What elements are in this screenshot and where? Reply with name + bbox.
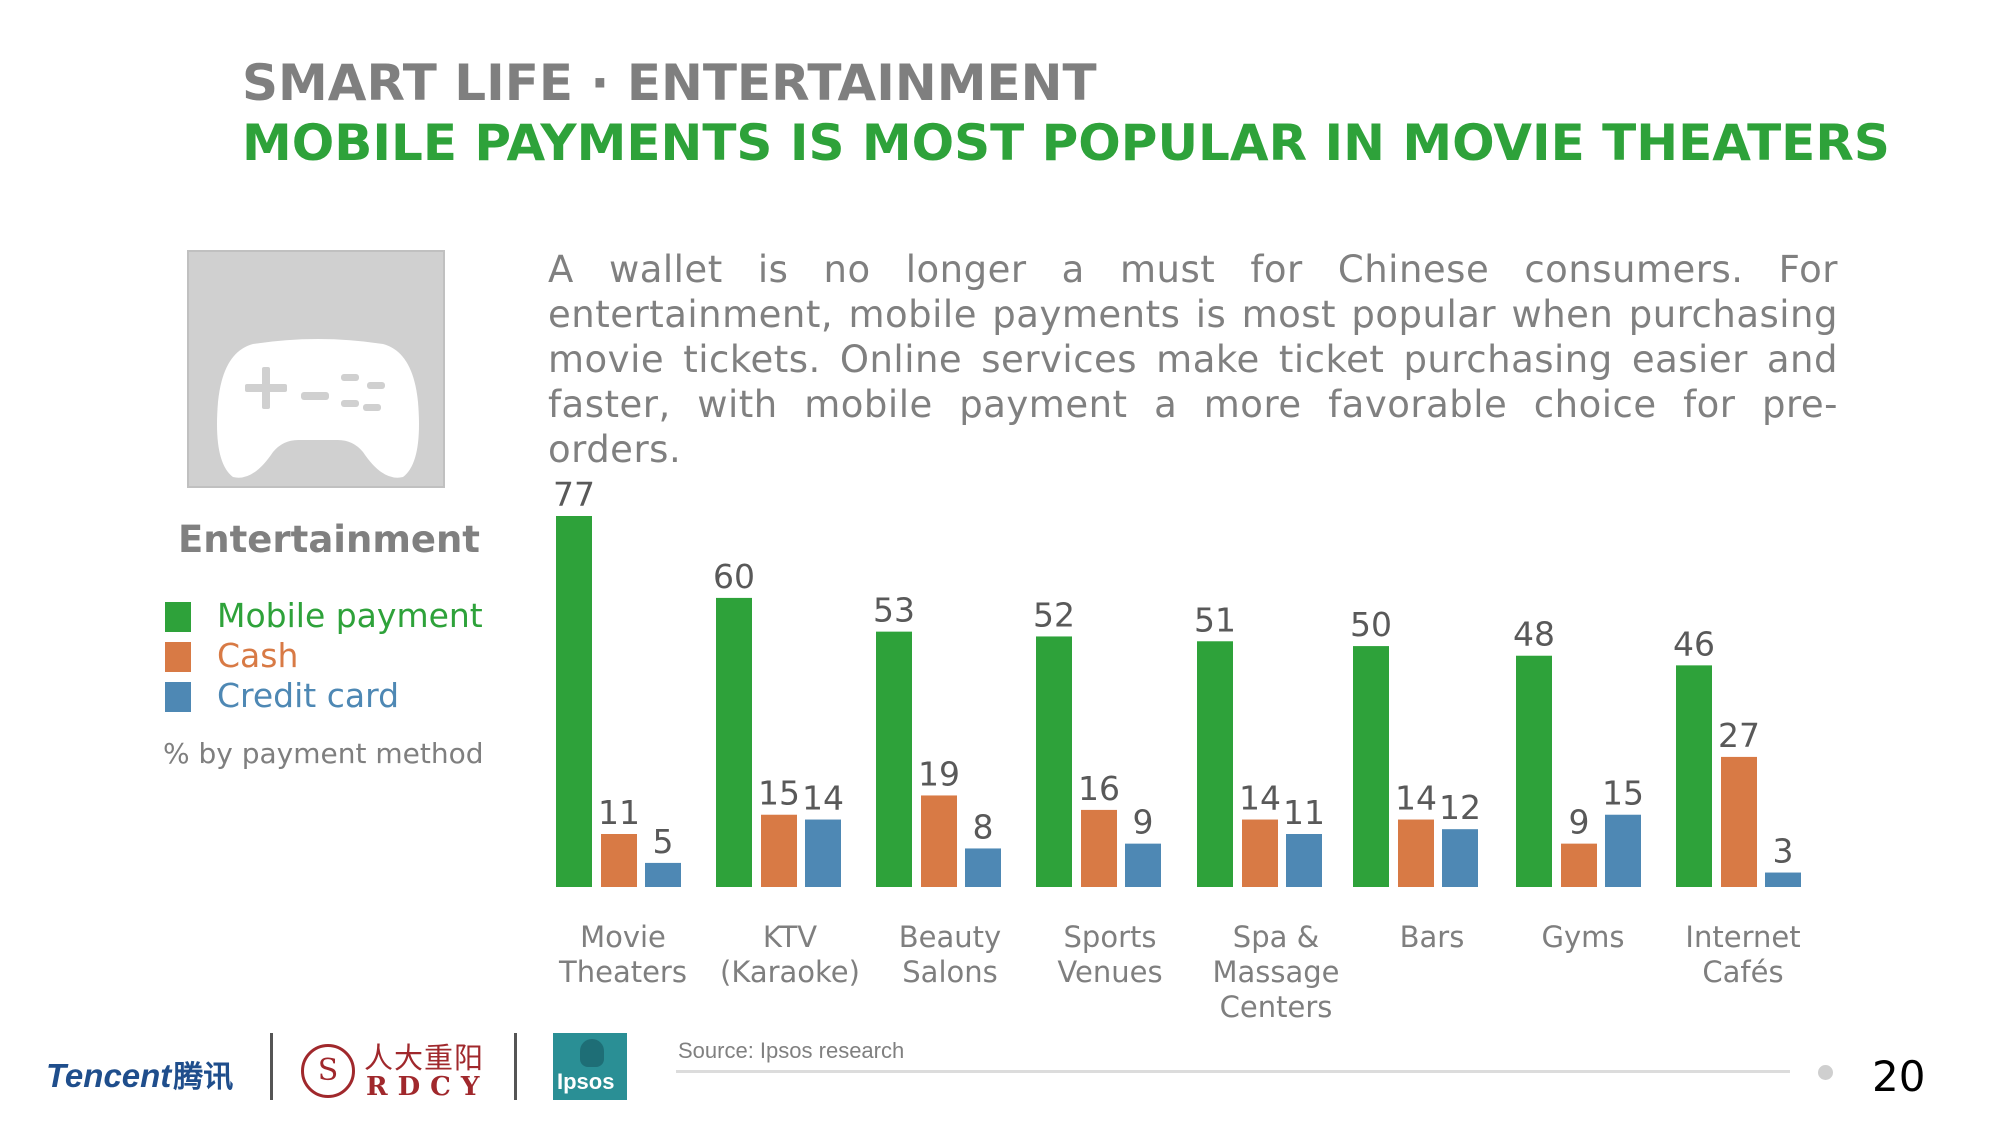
legend-swatch-cash xyxy=(165,642,191,672)
data-label-mobile-payment: 53 xyxy=(873,591,915,630)
tencent-logo-text: Tencent xyxy=(46,1057,172,1094)
category-label: Movie Theaters xyxy=(558,920,687,989)
bar-chart: 77 60 53 52 51 50 48 46 11 15 19 16 14 14 9 27 5 14 8 9 11 12… xyxy=(553,475,1801,1024)
rdcy-logo-cn: 人大重阳 xyxy=(364,1041,485,1075)
legend-label-credit-card: Credit card xyxy=(217,676,400,715)
data-label-mobile-payment: 52 xyxy=(1033,595,1075,634)
data-label-cash: 11 xyxy=(598,793,640,832)
description-text: A wallet is no longer a must for Chinese… xyxy=(548,248,1838,471)
data-label-cash: 9 xyxy=(1569,803,1590,842)
ipsos-logo-text: Ipsos xyxy=(557,1069,615,1094)
logo-divider xyxy=(514,1033,517,1100)
bar-mobile-payment xyxy=(556,516,592,887)
bar-mobile-payment xyxy=(1676,665,1712,887)
bar-cash xyxy=(1242,819,1278,887)
bar-credit-card xyxy=(1286,834,1322,887)
page-title: SMART LIFE · ENTERTAINMENT xyxy=(242,54,1097,112)
bar-cash xyxy=(1081,809,1117,887)
bar-credit-card xyxy=(645,862,681,887)
bar-cash xyxy=(1561,843,1597,887)
bar-credit-card xyxy=(1765,872,1801,887)
legend-swatch-mobile-payment xyxy=(165,602,191,632)
bar-cash xyxy=(761,814,797,887)
data-label-mobile-payment: 50 xyxy=(1350,605,1392,644)
rdcy-logo-en: RDCY xyxy=(366,1072,490,1102)
bar-cash xyxy=(601,834,637,887)
category-label: Sports Venues xyxy=(1057,920,1162,989)
bar-mobile-payment xyxy=(716,597,752,887)
rdcy-seal-icon: S xyxy=(301,1044,355,1098)
data-label-mobile-payment: 60 xyxy=(713,557,755,596)
data-label-credit-card: 3 xyxy=(1773,832,1794,871)
bar-credit-card xyxy=(1442,829,1478,887)
footer-dot xyxy=(1818,1065,1833,1080)
data-label-cash: 16 xyxy=(1078,769,1120,808)
category-label: Spa & Massage Centers xyxy=(1212,920,1339,1024)
category-label: Beauty Salons xyxy=(899,920,1001,989)
source-note: Source: Ipsos research xyxy=(678,1038,905,1063)
legend-label-mobile-payment: Mobile payment xyxy=(217,596,483,635)
ipsos-head-icon xyxy=(580,1039,604,1067)
data-label-cash: 14 xyxy=(1239,779,1281,818)
logo-divider xyxy=(270,1033,273,1100)
tencent-logo: Tencent腾讯 xyxy=(46,1052,233,1096)
data-label-mobile-payment: 51 xyxy=(1194,600,1236,639)
category-icon-tile xyxy=(187,250,445,488)
data-label-credit-card: 9 xyxy=(1133,803,1154,842)
bar-credit-card xyxy=(805,819,841,887)
data-label-credit-card: 12 xyxy=(1439,788,1481,827)
page-number: 20 xyxy=(1872,1052,1926,1101)
data-label-cash: 27 xyxy=(1718,716,1760,755)
data-label-mobile-payment: 77 xyxy=(553,475,595,514)
bar-mobile-payment xyxy=(1516,655,1552,887)
bar-mobile-payment xyxy=(1036,636,1072,887)
data-label-mobile-payment: 46 xyxy=(1673,624,1715,663)
data-label-cash: 19 xyxy=(918,754,960,793)
bar-cash xyxy=(1721,756,1757,887)
legend-swatch-credit-card xyxy=(165,682,191,712)
category-label: KTV (Karaoke) xyxy=(720,920,860,989)
footer-rule xyxy=(676,1070,1790,1073)
data-label-mobile-payment: 48 xyxy=(1513,615,1555,654)
data-label-cash: 15 xyxy=(758,774,800,813)
category-label: Bars xyxy=(1400,920,1465,954)
data-label-credit-card: 11 xyxy=(1283,793,1325,832)
bar-cash xyxy=(1398,819,1434,887)
category-label: Gyms xyxy=(1542,920,1625,954)
data-label-credit-card: 5 xyxy=(653,822,674,861)
category-label: Internet Cafés xyxy=(1685,920,1800,989)
data-label-credit-card: 14 xyxy=(802,779,844,818)
bar-cash xyxy=(921,795,957,887)
tencent-logo-cn: 腾讯 xyxy=(173,1061,234,1094)
ipsos-logo: Ipsos xyxy=(553,1033,627,1100)
bar-credit-card xyxy=(965,848,1001,887)
legend-label-cash: Cash xyxy=(217,636,299,675)
category-label: Entertainment xyxy=(178,518,480,561)
bar-credit-card xyxy=(1605,814,1641,887)
bar-mobile-payment xyxy=(876,631,912,887)
gamepad-icon xyxy=(217,339,419,478)
data-label-cash: 14 xyxy=(1395,779,1437,818)
page-subtitle: MOBILE PAYMENTS IS MOST POPULAR IN MOVIE… xyxy=(242,114,1890,172)
data-label-credit-card: 8 xyxy=(973,807,994,846)
data-label-credit-card: 15 xyxy=(1602,774,1644,813)
unit-note: % by payment method xyxy=(163,737,484,770)
bar-mobile-payment xyxy=(1197,641,1233,887)
bar-mobile-payment xyxy=(1353,646,1389,887)
bar-credit-card xyxy=(1125,843,1161,887)
